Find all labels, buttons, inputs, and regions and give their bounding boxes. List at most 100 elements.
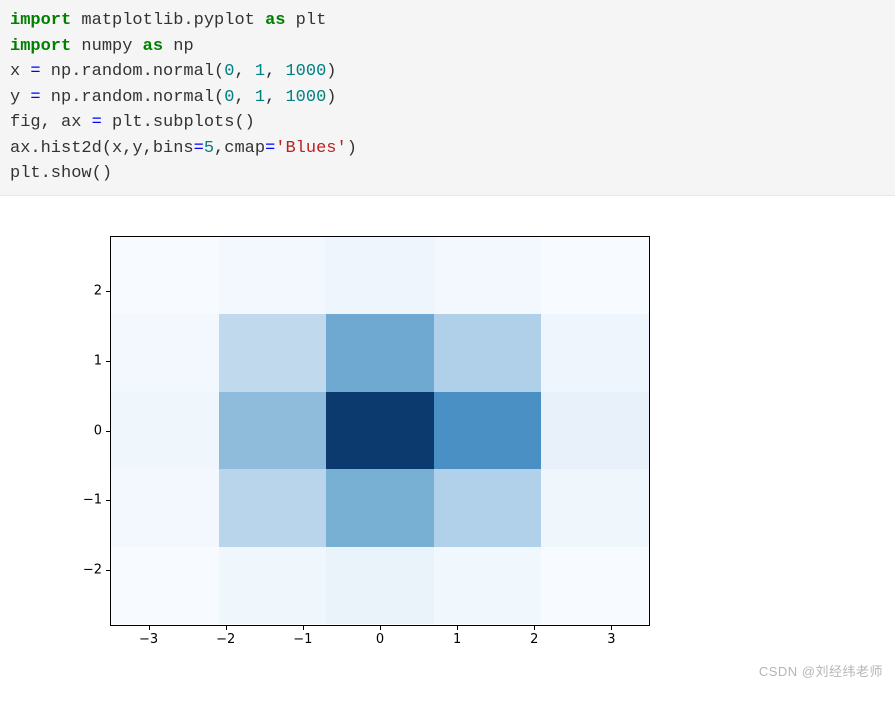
heatmap-cell — [541, 469, 649, 547]
watermark-text: CSDN @刘经纬老师 — [759, 661, 883, 680]
code-token: x — [10, 62, 30, 81]
heatmap-cell — [111, 392, 219, 470]
code-token: np.random.normal( — [41, 62, 225, 81]
code-token: plt.subplots() — [102, 113, 255, 132]
code-token: 5 — [204, 139, 214, 158]
x-tick-mark — [303, 626, 304, 630]
y-tick-label: −1 — [83, 493, 102, 508]
code-token: , — [234, 62, 254, 81]
code-line: import matplotlib.pyplot as plt — [10, 8, 885, 34]
code-token: import — [10, 37, 71, 56]
code-token: plt — [285, 11, 326, 30]
code-token: ) — [347, 139, 357, 158]
heatmap-cell — [434, 392, 542, 470]
heatmap-cell — [434, 469, 542, 547]
y-tick-mark — [106, 431, 110, 432]
code-line: plt.show() — [10, 161, 885, 187]
y-tick-label: 1 — [94, 353, 102, 368]
code-token: as — [143, 37, 163, 56]
code-token: fig, ax — [10, 113, 92, 132]
x-tick-label: −3 — [139, 632, 158, 647]
heatmap-cell — [111, 314, 219, 392]
code-line: y = np.random.normal(0, 1, 1000) — [10, 85, 885, 111]
heatmap-cell — [541, 392, 649, 470]
y-tick-label: 0 — [94, 423, 102, 438]
code-block: import matplotlib.pyplot as pltimport nu… — [0, 0, 895, 196]
code-token: = — [265, 139, 275, 158]
x-tick-mark — [611, 626, 612, 630]
code-token: ) — [326, 88, 336, 107]
code-token: y — [10, 88, 30, 107]
y-tick-label: 2 — [94, 284, 102, 299]
heatmap-cell — [111, 469, 219, 547]
code-token: ) — [326, 62, 336, 81]
heatmap-cell — [541, 547, 649, 625]
x-tick-mark — [226, 626, 227, 630]
x-tick-label: 2 — [530, 632, 538, 647]
code-token: 'Blues' — [275, 139, 346, 158]
code-token: 1 — [255, 62, 265, 81]
code-token: numpy — [71, 37, 142, 56]
code-token: , — [234, 88, 254, 107]
heatmap-cell — [434, 314, 542, 392]
heatmap-cell — [326, 469, 434, 547]
heatmap-cell — [219, 314, 327, 392]
x-tick-mark — [380, 626, 381, 630]
heatmap-cell — [434, 547, 542, 625]
x-tick-label: −2 — [216, 632, 235, 647]
x-tick-label: −1 — [293, 632, 312, 647]
code-token: , — [265, 88, 285, 107]
heatmap-cell — [219, 237, 327, 315]
heatmap-cell — [434, 237, 542, 315]
heatmap-cell — [219, 469, 327, 547]
heatmap-cell — [111, 237, 219, 315]
x-tick-mark — [149, 626, 150, 630]
x-tick-mark — [534, 626, 535, 630]
code-line: import numpy as np — [10, 34, 885, 60]
code-line: fig, ax = plt.subplots() — [10, 110, 885, 136]
heatmap-cell — [541, 314, 649, 392]
hist2d-chart: −2 −1 0 1 2 −3 −2 −1 0 1 2 3 — [70, 226, 670, 656]
x-axis: −3 −2 −1 0 1 2 3 — [110, 626, 650, 652]
heatmap-cell — [326, 314, 434, 392]
y-tick-mark — [106, 361, 110, 362]
code-token: np.random.normal( — [41, 88, 225, 107]
y-tick-label: −2 — [83, 562, 102, 577]
code-line: ax.hist2d(x,y,bins=5,cmap='Blues') — [10, 136, 885, 162]
x-tick-label: 0 — [376, 632, 384, 647]
chart-area: −2 −1 0 1 2 −3 −2 −1 0 1 2 3 CSDN @刘经纬老师 — [0, 196, 895, 686]
heatmap-cell — [326, 547, 434, 625]
code-token: import — [10, 11, 71, 30]
code-token: 1000 — [285, 88, 326, 107]
heatmap-cell — [219, 392, 327, 470]
code-line: x = np.random.normal(0, 1, 1000) — [10, 59, 885, 85]
code-token: 1 — [255, 88, 265, 107]
x-tick-label: 3 — [607, 632, 615, 647]
x-tick-label: 1 — [453, 632, 461, 647]
code-token: = — [92, 113, 102, 132]
y-axis: −2 −1 0 1 2 — [70, 236, 106, 626]
code-token: ,cmap — [214, 139, 265, 158]
y-tick-mark — [106, 291, 110, 292]
code-token: 0 — [224, 62, 234, 81]
heatmap-cell — [219, 547, 327, 625]
code-token: ax.hist2d(x,y,bins — [10, 139, 194, 158]
y-tick-mark — [106, 500, 110, 501]
code-token: 1000 — [285, 62, 326, 81]
code-token: plt.show() — [10, 164, 112, 183]
heatmap-cell — [111, 547, 219, 625]
code-token: = — [30, 88, 40, 107]
heatmap-grid — [110, 236, 650, 626]
code-token: np — [163, 37, 194, 56]
code-token: = — [30, 62, 40, 81]
code-token: = — [194, 139, 204, 158]
code-token: 0 — [224, 88, 234, 107]
code-token: , — [265, 62, 285, 81]
heatmap-cell — [541, 237, 649, 315]
code-token: matplotlib.pyplot — [71, 11, 265, 30]
heatmap-cell — [326, 237, 434, 315]
code-token: as — [265, 11, 285, 30]
heatmap-cell — [326, 392, 434, 470]
x-tick-mark — [457, 626, 458, 630]
y-tick-mark — [106, 570, 110, 571]
